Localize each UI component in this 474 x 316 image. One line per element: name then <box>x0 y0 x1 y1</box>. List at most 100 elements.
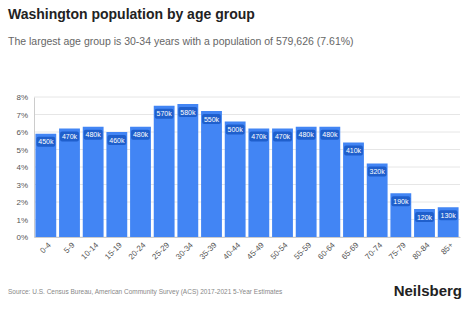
data-label-box <box>84 130 103 140</box>
data-label: 550k <box>204 116 220 123</box>
bar <box>367 164 388 238</box>
x-tick-label: 5-9 <box>62 240 77 255</box>
data-label: 500k <box>228 126 244 133</box>
x-tick: 25-29 <box>150 237 171 261</box>
bar <box>225 122 246 238</box>
data-label: 450k <box>38 138 54 145</box>
y-tick: 0% <box>16 233 34 242</box>
data-label-box <box>273 132 292 142</box>
bars <box>35 104 458 237</box>
bar <box>414 209 435 237</box>
y-axis-line <box>34 98 35 238</box>
bar <box>438 207 459 237</box>
y-tick-label: 6% <box>16 128 28 137</box>
x-tick-label: 50-54 <box>269 240 290 261</box>
y-tick-label: 5% <box>16 146 28 155</box>
x-tick-label: 30-34 <box>174 240 195 261</box>
data-label: 480k <box>299 131 315 138</box>
x-tick-label: 0-4 <box>38 240 53 255</box>
bar <box>248 129 269 238</box>
x-tick-label: 65-69 <box>340 240 361 261</box>
y-tick-label: 2% <box>16 198 28 207</box>
subtitle: The largest age group is 30-34 years wit… <box>8 35 354 47</box>
y-tick: 5% <box>16 146 34 155</box>
data-labels: 450k470k480k460k480k570k580k550k500k470k… <box>36 107 457 222</box>
bar <box>177 104 198 237</box>
data-label-box <box>297 130 316 140</box>
y-tick-label: 3% <box>16 181 28 190</box>
x-tick: 20-24 <box>127 237 148 261</box>
y-tick-label: 7% <box>16 111 28 120</box>
x-tick: 30-34 <box>174 237 195 261</box>
y-tick-label: 4% <box>16 163 28 172</box>
x-tick-label: 70-74 <box>363 240 384 261</box>
y-tick-label: 0% <box>16 233 28 242</box>
x-tick: 80-84 <box>411 237 432 261</box>
chart: Washington population by age group The la… <box>0 0 474 316</box>
y-tick-label: 1% <box>16 216 28 225</box>
data-label-box <box>60 132 79 142</box>
bar <box>106 132 127 237</box>
x-tick: 70-74 <box>363 237 384 261</box>
x-tick: 15-19 <box>103 237 124 261</box>
data-label: 580k <box>180 109 196 116</box>
data-label: 470k <box>275 133 291 140</box>
data-label: 480k <box>133 131 149 138</box>
bar <box>343 143 364 238</box>
bar <box>272 129 293 238</box>
x-tick-label: 85+ <box>439 240 455 256</box>
background <box>0 0 474 316</box>
x-tick-label: 55-59 <box>292 240 313 261</box>
grid-line <box>34 114 460 115</box>
data-label: 480k <box>86 131 102 138</box>
x-tick: 55-59 <box>292 237 313 261</box>
data-label: 470k <box>251 133 267 140</box>
x-tick-label: 75-79 <box>387 240 408 261</box>
x-axis: 0-4 5-910-1415-1920-2425-2930-3435-3940-4… <box>35 237 461 261</box>
x-tick: 10-14 <box>79 237 100 261</box>
y-tick: 6% <box>16 128 34 137</box>
bar <box>83 127 104 237</box>
x-tick: 60-64 <box>316 237 337 261</box>
bar <box>59 129 80 238</box>
y-tick: 7% <box>16 111 34 120</box>
y-tick: 8% <box>16 93 34 102</box>
y-tick-label: 8% <box>16 93 28 102</box>
data-label: 410k <box>346 147 362 154</box>
data-label-box <box>439 210 458 220</box>
title: Washington population by age group <box>8 6 255 22</box>
x-tick-label: 60-64 <box>316 240 337 261</box>
data-label-box <box>368 167 387 177</box>
y-tick: 2% <box>16 198 34 207</box>
grid <box>34 97 460 237</box>
data-label: 320k <box>370 168 386 175</box>
x-tick: 40-44 <box>221 237 242 261</box>
x-tick-label: 15-19 <box>103 240 124 261</box>
x-axis-line <box>35 237 461 238</box>
data-label-box <box>131 130 150 140</box>
data-label-box <box>178 107 197 117</box>
data-label: 480k <box>322 131 338 138</box>
bar <box>130 127 151 237</box>
x-tick-label: 45-49 <box>245 240 266 261</box>
x-tick: 85+ <box>439 237 455 257</box>
x-tick-label: 35-39 <box>198 240 219 261</box>
bar <box>390 193 411 237</box>
brand: Neilsberg <box>394 282 462 299</box>
y-axis: 0% 1% 2% 3% 4% 5% 6% 7% 8% <box>16 93 34 242</box>
data-label-box <box>226 125 245 135</box>
bar <box>319 127 340 237</box>
x-tick-label: 40-44 <box>221 240 242 261</box>
x-tick: 50-54 <box>269 237 290 261</box>
data-label: 470k <box>62 133 78 140</box>
data-label-box <box>249 132 268 142</box>
data-label: 190k <box>393 198 409 205</box>
data-label: 130k <box>441 212 457 219</box>
data-label-box <box>107 135 126 145</box>
data-label-box <box>155 109 174 119</box>
data-label-box <box>415 212 434 222</box>
x-tick-label: 10-14 <box>79 240 100 261</box>
x-tick-label: 80-84 <box>411 240 432 261</box>
y-tick: 3% <box>16 181 34 190</box>
data-label-box <box>320 130 339 140</box>
